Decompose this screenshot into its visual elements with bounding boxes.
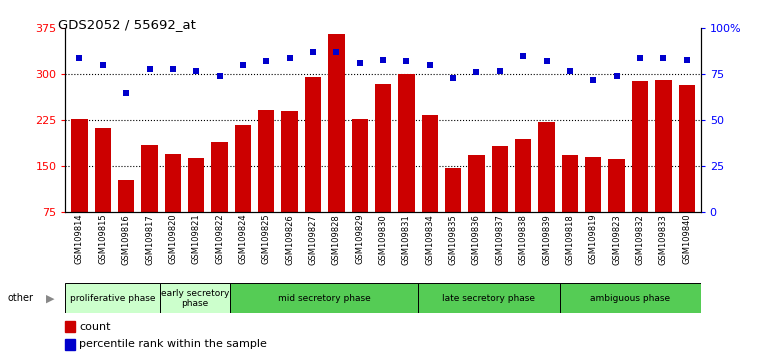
Point	[400, 59, 413, 64]
Bar	[560, 283, 701, 313]
Text: count: count	[79, 322, 110, 332]
Bar	[72, 119, 88, 258]
Point	[213, 73, 226, 79]
Bar	[562, 155, 578, 258]
Point	[541, 59, 553, 64]
Bar	[65, 339, 75, 350]
Point	[517, 53, 529, 59]
Point	[283, 55, 296, 61]
Bar	[95, 129, 111, 258]
Bar	[608, 159, 624, 258]
Text: other: other	[8, 293, 34, 303]
Point	[494, 68, 506, 74]
Point	[260, 59, 273, 64]
Bar	[445, 167, 461, 258]
Point	[190, 68, 203, 74]
Point	[470, 70, 483, 75]
Text: mid secretory phase: mid secretory phase	[278, 294, 370, 303]
Point	[120, 90, 132, 96]
Point	[237, 62, 249, 68]
Bar	[328, 34, 344, 258]
Point	[73, 55, 85, 61]
Point	[353, 61, 366, 66]
Bar	[585, 157, 601, 258]
Bar	[212, 142, 228, 258]
Point	[143, 66, 156, 72]
Bar	[492, 146, 508, 258]
Bar	[165, 154, 181, 258]
Point	[681, 57, 693, 62]
Point	[377, 57, 389, 62]
Text: late secretory phase: late secretory phase	[443, 294, 535, 303]
Bar	[65, 321, 75, 332]
Text: early secretory
phase: early secretory phase	[161, 289, 229, 308]
Point	[657, 55, 669, 61]
Point	[634, 55, 646, 61]
Point	[307, 50, 320, 55]
Bar	[188, 158, 204, 258]
Text: GDS2052 / 55692_at: GDS2052 / 55692_at	[58, 18, 196, 31]
Bar	[632, 81, 648, 258]
Point	[330, 50, 343, 55]
Point	[611, 73, 623, 79]
Point	[424, 62, 436, 68]
Bar	[398, 74, 414, 258]
Bar	[515, 139, 531, 258]
Bar	[678, 85, 695, 258]
Bar	[159, 283, 230, 313]
Bar	[235, 125, 251, 258]
Text: proliferative phase: proliferative phase	[70, 294, 156, 303]
Bar	[375, 84, 391, 258]
Bar	[418, 283, 560, 313]
Bar	[142, 145, 158, 258]
Bar	[422, 115, 438, 258]
Bar	[230, 283, 418, 313]
Bar	[282, 111, 298, 258]
Text: ▶: ▶	[46, 293, 55, 303]
Bar	[118, 181, 134, 258]
Bar	[305, 78, 321, 258]
Bar	[352, 119, 368, 258]
Text: ambiguous phase: ambiguous phase	[590, 294, 670, 303]
Point	[564, 68, 576, 74]
Point	[587, 77, 599, 83]
Bar	[538, 122, 554, 258]
Bar	[258, 110, 274, 258]
Bar	[655, 80, 671, 258]
Point	[167, 66, 179, 72]
Bar	[468, 155, 484, 258]
Text: percentile rank within the sample: percentile rank within the sample	[79, 339, 266, 349]
Point	[97, 62, 109, 68]
Point	[447, 75, 459, 81]
Bar	[65, 283, 159, 313]
